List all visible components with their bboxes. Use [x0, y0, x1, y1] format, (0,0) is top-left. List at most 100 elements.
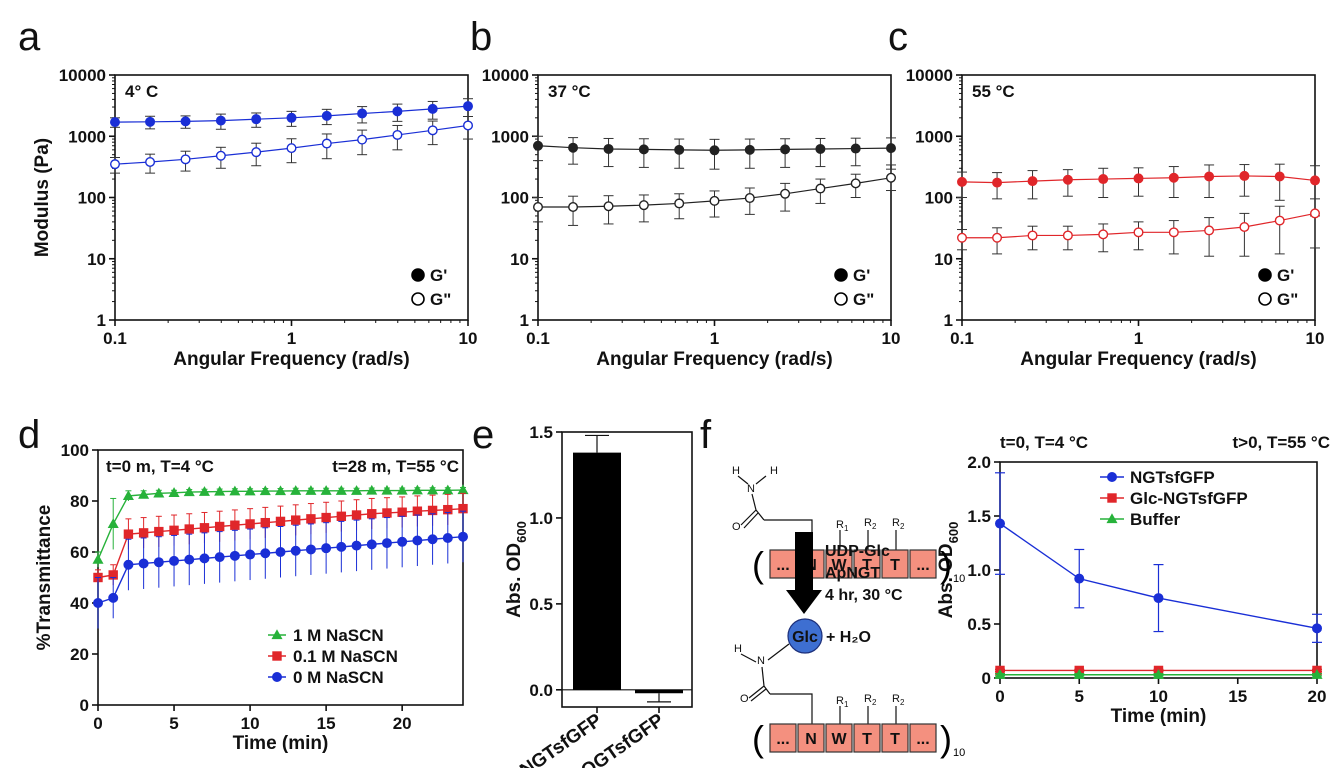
data-point — [274, 485, 287, 496]
y-tick-label: 2.0 — [967, 453, 991, 472]
data-point — [744, 193, 755, 204]
scheme-r1-top: R1 — [836, 519, 849, 533]
data-point — [1239, 170, 1250, 181]
legend-filled-circle-icon — [1258, 268, 1272, 282]
data-point — [427, 505, 438, 516]
data-point — [568, 142, 579, 153]
data-point — [603, 201, 614, 212]
data-point — [92, 553, 104, 564]
data-point — [198, 486, 210, 496]
y-tick-label: 100 — [61, 441, 89, 460]
scheme-r2b-top: R2 — [892, 517, 905, 531]
data-point — [709, 145, 720, 156]
data-point — [381, 484, 393, 495]
data-point — [351, 510, 362, 520]
data-point — [215, 115, 226, 126]
data-point — [957, 176, 968, 187]
glc-sugar-icon — [787, 618, 823, 654]
data-point — [180, 154, 191, 165]
data-point — [412, 535, 423, 546]
data-point — [336, 541, 347, 552]
data-point — [138, 558, 149, 569]
series-1 — [93, 492, 468, 586]
y-tick-label: 100 — [78, 189, 106, 208]
scheme-h-left-top: H — [732, 465, 740, 477]
data-point — [109, 117, 120, 128]
data-point — [744, 144, 755, 155]
bar — [635, 689, 683, 694]
data-point — [168, 487, 180, 497]
residue-label: ... — [776, 557, 789, 574]
data-point — [533, 201, 544, 212]
data-point — [886, 143, 897, 154]
scheme-n-bottom: N — [757, 655, 765, 667]
panel-label-c: c — [888, 15, 908, 59]
data-point — [259, 485, 271, 496]
series-2 — [994, 669, 1323, 679]
x-tick-label: 5 — [169, 714, 178, 733]
data-point — [1311, 623, 1322, 634]
residue-box — [825, 723, 853, 753]
x-tick-label: 0.1 — [950, 329, 974, 348]
annotation-end: t>0, T=55 °C — [1232, 433, 1330, 452]
y-tick-label: 100 — [501, 189, 529, 208]
data-point — [533, 140, 544, 151]
data-point — [305, 544, 316, 555]
residue-box — [853, 549, 881, 579]
data-point — [351, 540, 362, 551]
x-tick-label: 1 — [710, 329, 719, 348]
scheme-sidechain-stubs-top — [839, 530, 897, 550]
legend-label: G" — [853, 290, 874, 309]
y-tick-label: 10 — [87, 250, 106, 269]
y-tick-label: 1000 — [68, 127, 106, 146]
series-g-prime — [109, 98, 474, 130]
data-point — [1204, 225, 1215, 236]
y-tick-label: 10000 — [482, 66, 529, 85]
x-tick-label: 1 — [1134, 329, 1143, 348]
data-point — [994, 669, 1006, 679]
data-point — [392, 106, 403, 117]
y-tick-label: 1000 — [915, 127, 953, 146]
data-point — [458, 531, 469, 542]
scheme-bonds-top — [737, 475, 813, 550]
plot-frame — [561, 431, 693, 708]
data-point — [366, 484, 378, 495]
y-tick-label: 20 — [70, 645, 89, 664]
y-tick-label: 10 — [510, 250, 529, 269]
residue-label: T — [890, 731, 900, 748]
panel-label-e: e — [472, 413, 494, 457]
residue-box — [881, 549, 909, 579]
y-tick-label: 1.0 — [529, 509, 553, 528]
y-tick-label: 1 — [520, 311, 529, 330]
data-point — [321, 512, 331, 523]
annotation-end: t=28 m, T=55 °C — [332, 457, 459, 476]
data-point — [992, 232, 1003, 243]
data-point — [169, 555, 180, 566]
x-tick-label: 5 — [1075, 687, 1084, 706]
data-point — [286, 112, 297, 123]
data-point — [850, 178, 861, 189]
data-point — [351, 485, 363, 495]
data-point — [780, 188, 791, 199]
y-tick-label: 1.0 — [967, 561, 991, 580]
panel-label-f: f — [700, 413, 712, 457]
data-point — [321, 110, 332, 121]
scheme-o-bottom: O — [740, 693, 749, 705]
legend-marker — [272, 672, 283, 683]
data-point — [251, 114, 262, 125]
chain-repeat-count: 10 — [953, 747, 965, 759]
data-point — [1311, 669, 1323, 679]
data-point — [463, 101, 474, 112]
legend-open-circle-icon — [834, 292, 848, 306]
data-point — [568, 201, 579, 212]
data-point — [184, 554, 195, 565]
data-point — [290, 485, 302, 495]
x-tick-label: 10 — [241, 714, 260, 733]
data-point — [305, 485, 317, 495]
temperature-annotation: 55 °C — [972, 82, 1015, 101]
x-tick-label: 15 — [317, 714, 336, 733]
data-point — [123, 559, 134, 570]
